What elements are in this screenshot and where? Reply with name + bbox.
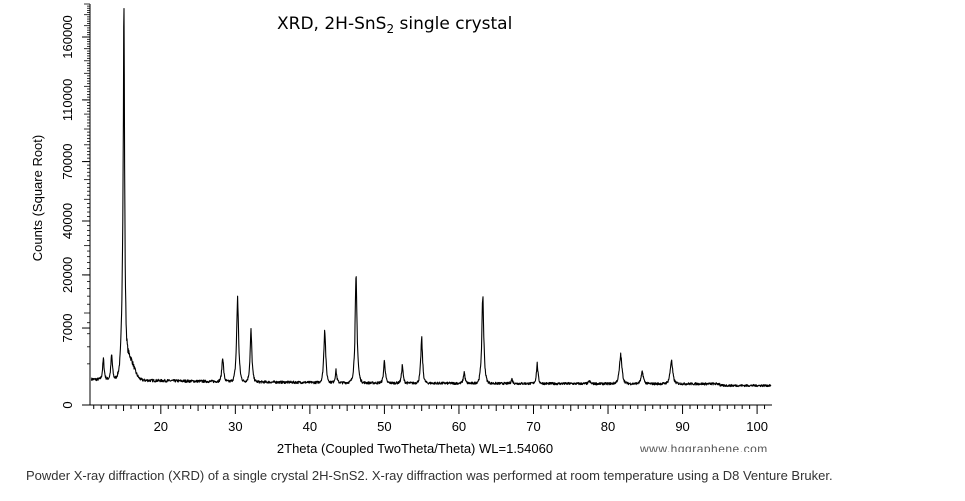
x-tick-label: 20: [154, 419, 168, 434]
y-tick-label: 160000: [60, 15, 75, 58]
title-tail: single crystal: [394, 14, 512, 34]
x-tick-label: 40: [303, 419, 317, 434]
axes: [89, 4, 772, 406]
tick-group: 20 30 40 50 60 70 80 90 100 0 7000 20000 40000 70000 1…: [60, 3, 768, 434]
xrd-pattern-line: [90, 8, 772, 388]
x-tick-label: 60: [452, 419, 466, 434]
x-tick-label: 100: [746, 419, 768, 434]
y-tick-label: 20000: [60, 257, 75, 293]
title-main: XRD, 2H-SnS: [277, 14, 386, 34]
x-tick-label: 70: [526, 419, 540, 434]
x-tick-label: 90: [675, 419, 689, 434]
x-tick-label: 50: [377, 419, 391, 434]
x-axis-label: 2Theta (Coupled TwoTheta/Theta) WL=1.540…: [277, 441, 553, 456]
y-tick-label: 0: [60, 401, 75, 408]
y-tick-label: 110000: [60, 79, 75, 121]
y-tick-label: 40000: [60, 203, 75, 239]
y-tick-label: 7000: [60, 314, 75, 343]
x-tick-label: 30: [228, 419, 242, 434]
watermark: www.hqgraphene.com: [640, 442, 768, 452]
y-axis-label: Counts (Square Root): [30, 135, 45, 261]
title-subscript: 2: [386, 22, 394, 36]
figure-caption: Powder X-ray diffraction (XRD) of a sing…: [26, 468, 833, 483]
x-tick-label: 80: [601, 419, 615, 434]
chart-title: XRD, 2H-SnS2 single crystal: [277, 14, 512, 36]
y-tick-label: 70000: [60, 144, 75, 180]
